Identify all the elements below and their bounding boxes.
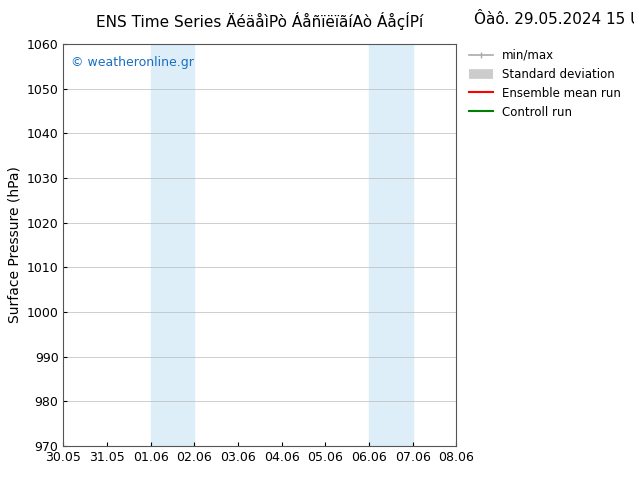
Bar bbox=[151, 44, 195, 446]
Text: Ôàô. 29.05.2024 15 UTC: Ôàô. 29.05.2024 15 UTC bbox=[474, 12, 634, 27]
Y-axis label: Surface Pressure (hPa): Surface Pressure (hPa) bbox=[7, 167, 21, 323]
Bar bbox=[369, 44, 413, 446]
Text: © weatheronline.gr: © weatheronline.gr bbox=[71, 56, 194, 69]
Text: ENS Time Series ÄéäåìPò ÁåñïëïãíAò ÁåçÍPí: ENS Time Series ÄéäåìPò ÁåñïëïãíAò ÁåçÍP… bbox=[96, 12, 424, 30]
Legend: min/max, Standard deviation, Ensemble mean run, Controll run: min/max, Standard deviation, Ensemble me… bbox=[464, 44, 626, 123]
